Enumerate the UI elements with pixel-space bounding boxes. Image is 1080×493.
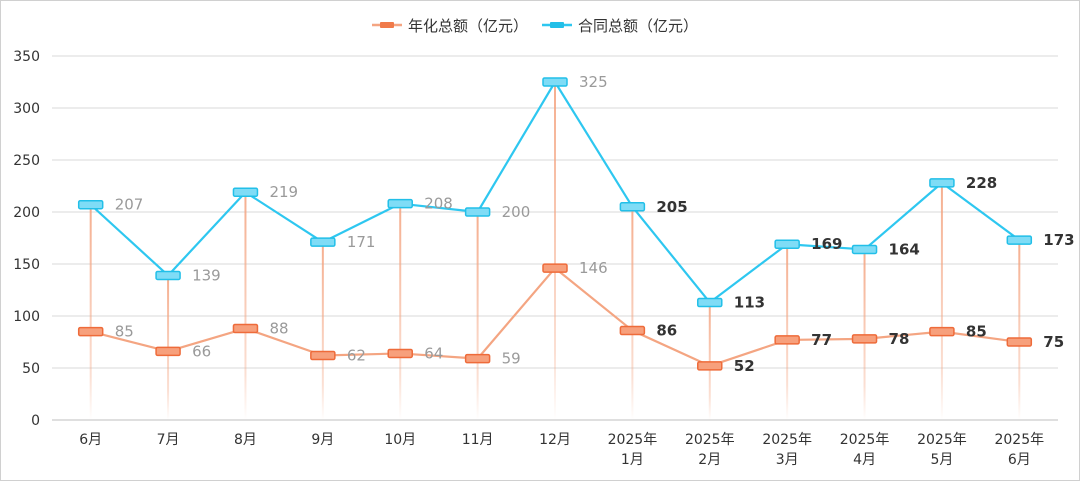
drop-line bbox=[244, 192, 247, 420]
data-label: 113 bbox=[734, 293, 765, 311]
data-label: 146 bbox=[579, 259, 608, 277]
drop-line bbox=[89, 204, 92, 420]
data-point bbox=[155, 270, 181, 281]
data-point bbox=[542, 77, 568, 87]
data-point bbox=[929, 326, 955, 337]
legend-label: 合同总额（亿元） bbox=[578, 17, 698, 35]
drop-line bbox=[476, 212, 479, 420]
y-tick-label: 150 bbox=[13, 257, 40, 273]
data-label: 85 bbox=[966, 323, 987, 341]
data-point bbox=[1006, 337, 1033, 347]
drop-line bbox=[321, 242, 324, 420]
x-tick-label: 2025年 4月 bbox=[840, 432, 890, 468]
data-label: 59 bbox=[502, 350, 521, 368]
drop-line bbox=[554, 82, 556, 420]
x-tick-label: 12月 bbox=[539, 432, 571, 448]
data-label: 66 bbox=[192, 342, 211, 360]
y-tick-label: 350 bbox=[13, 49, 40, 65]
data-point bbox=[464, 353, 491, 364]
data-point bbox=[1006, 235, 1033, 245]
drop-line bbox=[1018, 240, 1021, 420]
y-tick-label: 250 bbox=[13, 153, 40, 169]
data-label: 325 bbox=[579, 73, 608, 91]
data-label: 86 bbox=[656, 322, 677, 340]
drop-line bbox=[399, 203, 402, 420]
data-label: 164 bbox=[889, 240, 920, 258]
data-point bbox=[929, 178, 955, 188]
data-label: 77 bbox=[811, 331, 832, 349]
data-label: 85 bbox=[115, 323, 134, 341]
data-label: 52 bbox=[734, 357, 755, 375]
data-point bbox=[774, 335, 800, 345]
x-tick-label: 10月 bbox=[384, 432, 416, 448]
data-point bbox=[774, 239, 800, 249]
y-tick-label: 0 bbox=[31, 413, 40, 429]
x-tick-label: 2025年 2月 bbox=[685, 432, 735, 468]
data-point bbox=[387, 198, 413, 209]
data-point bbox=[155, 346, 181, 357]
x-tick-label: 2025年 3月 bbox=[762, 432, 812, 468]
data-label: 228 bbox=[966, 174, 997, 192]
data-label: 139 bbox=[192, 266, 221, 284]
data-point bbox=[310, 237, 336, 247]
legend-label: 年化总额（亿元） bbox=[408, 17, 528, 35]
x-tick-label: 6月 bbox=[79, 432, 102, 448]
data-point bbox=[619, 202, 646, 212]
y-tick-label: 200 bbox=[13, 205, 40, 221]
data-label: 205 bbox=[656, 198, 687, 216]
data-label: 171 bbox=[347, 233, 376, 251]
x-tick-label: 2025年 1月 bbox=[608, 432, 658, 468]
data-label: 62 bbox=[347, 347, 366, 365]
x-tick-label: 7月 bbox=[157, 432, 180, 448]
data-label: 200 bbox=[502, 203, 531, 221]
data-label: 208 bbox=[424, 195, 453, 213]
drop-line bbox=[940, 182, 943, 420]
y-tick-label: 100 bbox=[13, 309, 40, 325]
x-tick-label: 2025年 5月 bbox=[917, 432, 967, 468]
data-label: 207 bbox=[115, 196, 144, 214]
data-point bbox=[542, 263, 568, 273]
data-point bbox=[310, 350, 336, 361]
data-point bbox=[77, 199, 104, 210]
legend-marker bbox=[550, 22, 564, 28]
data-point bbox=[697, 361, 723, 371]
data-point bbox=[464, 207, 491, 217]
data-point bbox=[232, 187, 259, 197]
drop-line bbox=[786, 244, 789, 420]
drop-line bbox=[631, 206, 634, 420]
y-tick-label: 300 bbox=[13, 101, 40, 117]
x-tick-label: 9月 bbox=[311, 432, 334, 448]
x-tick-label: 8月 bbox=[234, 432, 257, 448]
data-point bbox=[697, 297, 723, 308]
data-point bbox=[851, 244, 878, 255]
data-label: 219 bbox=[269, 183, 298, 201]
data-label: 173 bbox=[1043, 231, 1074, 249]
data-point bbox=[619, 325, 646, 336]
data-label: 78 bbox=[889, 330, 910, 348]
legend-marker bbox=[380, 22, 394, 28]
data-label: 75 bbox=[1043, 333, 1064, 351]
x-tick-label: 11月 bbox=[462, 432, 494, 448]
data-point bbox=[387, 348, 413, 359]
x-tick-label: 2025年 6月 bbox=[994, 432, 1044, 468]
data-label: 88 bbox=[269, 319, 288, 337]
y-tick-label: 50 bbox=[22, 361, 40, 377]
data-point bbox=[232, 323, 259, 334]
data-label: 169 bbox=[811, 235, 842, 253]
chart-border bbox=[0, 0, 1080, 481]
data-point bbox=[851, 334, 878, 344]
data-point bbox=[77, 326, 104, 337]
data-label: 64 bbox=[424, 344, 443, 362]
